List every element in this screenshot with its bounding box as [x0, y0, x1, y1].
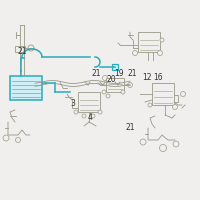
- Text: 21: 21: [17, 47, 27, 56]
- Circle shape: [180, 92, 186, 97]
- Text: 12: 12: [142, 73, 152, 82]
- Bar: [152, 83, 174, 105]
- Circle shape: [16, 138, 21, 142]
- Bar: [15, 46, 25, 52]
- Circle shape: [132, 50, 138, 55]
- Circle shape: [173, 141, 179, 147]
- Text: 21: 21: [91, 70, 101, 78]
- Circle shape: [140, 139, 146, 145]
- Circle shape: [172, 104, 178, 110]
- Bar: [106, 78, 124, 92]
- Circle shape: [28, 45, 34, 51]
- Circle shape: [121, 90, 125, 94]
- Text: 3: 3: [71, 98, 75, 108]
- Circle shape: [74, 110, 78, 114]
- Circle shape: [128, 82, 132, 88]
- Text: 21: 21: [127, 70, 137, 78]
- Circle shape: [106, 94, 110, 98]
- Bar: [78, 92, 100, 112]
- Text: 20: 20: [106, 75, 116, 84]
- Circle shape: [158, 50, 162, 55]
- Circle shape: [160, 144, 166, 152]
- Circle shape: [3, 135, 9, 141]
- Circle shape: [102, 75, 108, 80]
- Text: 16: 16: [153, 73, 163, 82]
- Circle shape: [160, 38, 164, 42]
- Bar: [112, 64, 118, 70]
- Text: 4: 4: [88, 112, 92, 121]
- Bar: [10, 76, 42, 100]
- Circle shape: [91, 114, 95, 118]
- Text: 21: 21: [125, 123, 135, 132]
- Circle shape: [116, 79, 120, 84]
- Circle shape: [82, 114, 86, 118]
- Text: 19: 19: [114, 68, 124, 77]
- Circle shape: [102, 90, 106, 94]
- Bar: [138, 32, 160, 52]
- Circle shape: [148, 103, 152, 107]
- Circle shape: [98, 110, 102, 114]
